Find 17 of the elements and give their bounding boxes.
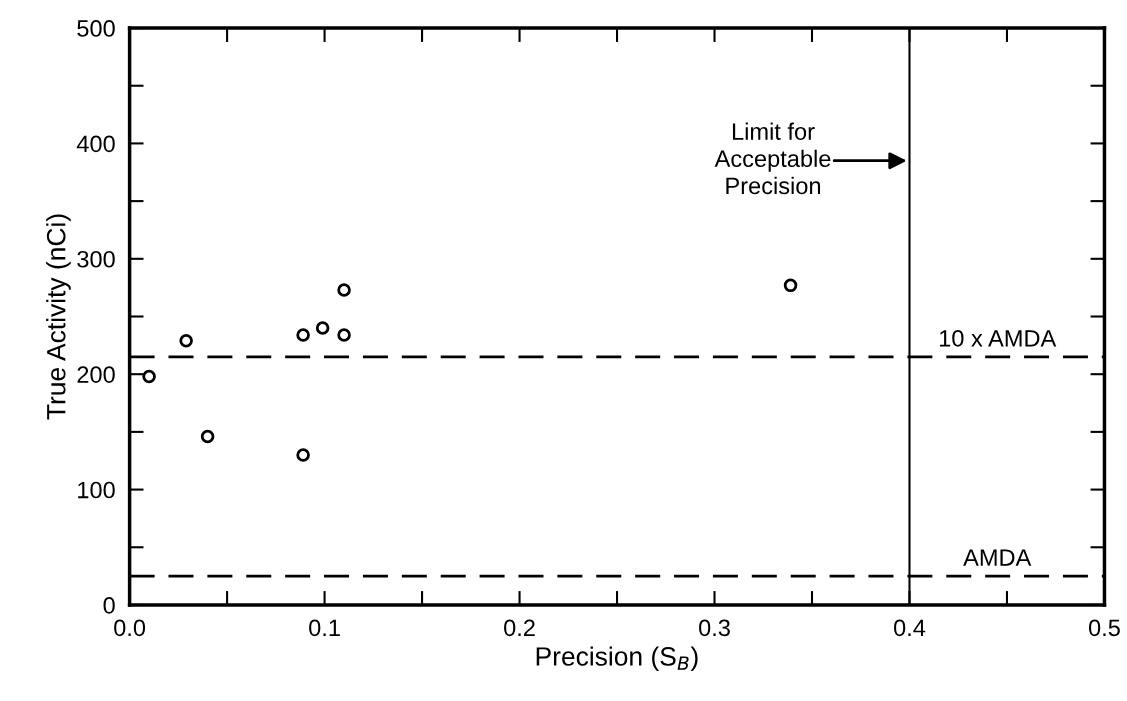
x-tick-label: 0.2 bbox=[504, 619, 535, 637]
ref-line-label: Limit for Acceptable Precision bbox=[714, 122, 831, 195]
y-tick-label: 500 bbox=[77, 20, 115, 37]
x-axis-title: Precision (S$_{B}$) bbox=[536, 646, 698, 671]
y-tick-label: 0 bbox=[103, 597, 115, 614]
y-tick-label: 100 bbox=[78, 481, 115, 499]
ref-line-label: AMDA bbox=[963, 549, 1032, 566]
x-tick-label: 0.0 bbox=[114, 619, 146, 637]
y-axis-title: True Activity (nCi) bbox=[46, 214, 71, 420]
ref-line-label: 10 x AMDA bbox=[939, 329, 1057, 347]
x-tick-label: 0.3 bbox=[699, 619, 730, 637]
y-tick-label: 200 bbox=[77, 366, 115, 383]
y-tick-label: 300 bbox=[77, 250, 115, 268]
x-tick-label: 0.1 bbox=[309, 619, 340, 637]
y-tick-label: 400 bbox=[76, 135, 115, 153]
x-tick-label: 0.5 bbox=[1088, 619, 1120, 637]
x-tick-label: 0.4 bbox=[894, 619, 926, 637]
